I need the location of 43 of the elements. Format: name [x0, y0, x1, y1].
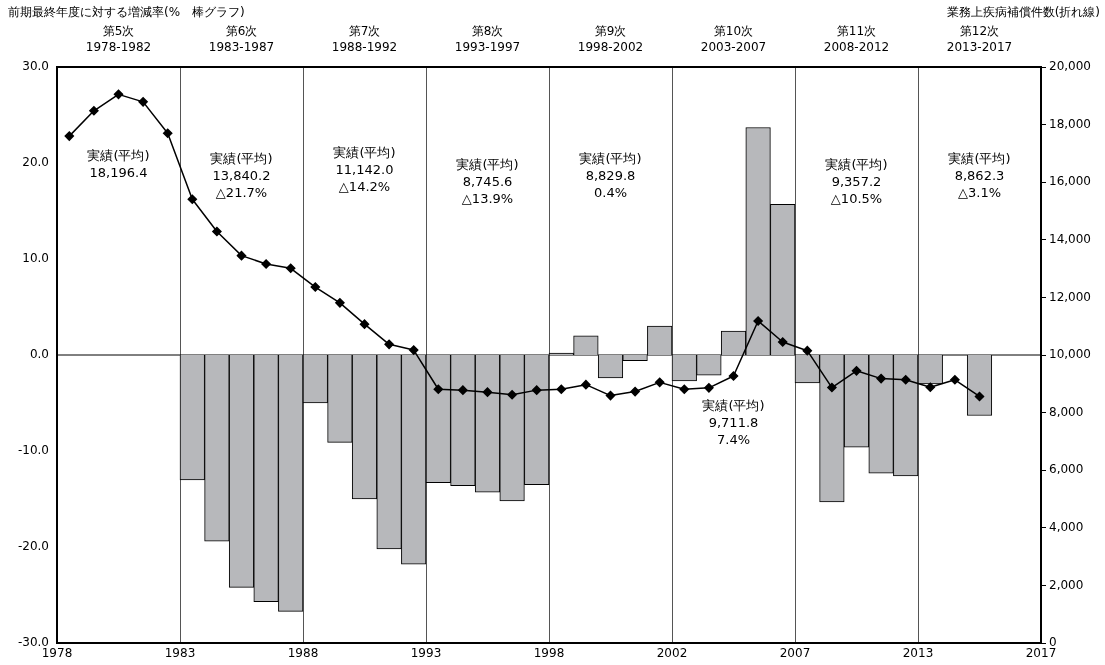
annotation: 実績(平均) 13,840.2 △21.7% — [210, 150, 273, 200]
y-tick-label: -20.0 — [17, 539, 49, 554]
x-tick-label: 1983 — [164, 646, 196, 661]
annotation: 実績(平均) 9,711.8 7.4% — [702, 398, 765, 448]
y2-tick-label: 8,000 — [1049, 404, 1084, 419]
x-tick-label: 2013 — [902, 646, 934, 661]
text: 第12次 2013-2017 — [946, 24, 1013, 55]
x-tick-label: 1988 — [287, 646, 319, 661]
annotation: 実績(平均) 8,745.6 △13.9% — [456, 156, 519, 206]
y-tick-label: 20.0 — [22, 155, 49, 170]
y2-tick-label: 18,000 — [1049, 116, 1091, 131]
x-tick-label: 2017 — [1025, 646, 1057, 661]
x-tick-label: 2007 — [779, 646, 811, 661]
x-tick-label: 1993 — [410, 646, 442, 661]
y-axis-title: 前期最終年度に対する増減率(% 棒グラフ) — [8, 5, 245, 20]
y2-tick-label: 10,000 — [1049, 347, 1091, 362]
y-tick-label: 0.0 — [29, 347, 49, 362]
y2-tick-label: 6,000 — [1049, 462, 1084, 477]
y2-tick-label: 2,000 — [1049, 577, 1084, 592]
y2-tick-label: 12,000 — [1049, 289, 1091, 304]
annotation: 実績(平均) 8,862.3 △3.1% — [948, 150, 1011, 200]
annotation: 実績(平均) 9,357.2 △10.5% — [825, 156, 888, 206]
text: 第9次 1998-2002 — [577, 24, 644, 55]
text: 第6次 1983-1987 — [208, 24, 275, 55]
annotation: 実績(平均) 8,829.8 0.4% — [579, 150, 642, 200]
x-tick-label: 2002 — [656, 646, 688, 661]
y2-tick-label: 4,000 — [1049, 519, 1084, 534]
y2-tick-label: 14,000 — [1049, 231, 1091, 246]
y2-tick-label: 20,000 — [1049, 59, 1091, 74]
text: 第10次 2003-2007 — [700, 24, 767, 55]
text: 第5次 1978-1982 — [85, 24, 152, 55]
text: 第8次 1993-1997 — [454, 24, 521, 55]
x-tick-label: 1998 — [533, 646, 565, 661]
y-tick-label: 10.0 — [22, 251, 49, 266]
annotation: 実績(平均) 11,142.0 △14.2% — [333, 145, 396, 195]
x-tick-label: 1978 — [41, 646, 73, 661]
y2-tick-label: 16,000 — [1049, 174, 1091, 189]
y-tick-label: -10.0 — [17, 443, 49, 458]
y-tick-label: 30.0 — [22, 59, 49, 74]
text: 第11次 2008-2012 — [823, 24, 890, 55]
text: 第7次 1988-1992 — [331, 24, 398, 55]
y2-axis-title: 業務上疾病補償件数(折れ線) — [946, 5, 1100, 20]
annotation: 実績(平均) 18,196.4 — [87, 147, 150, 180]
